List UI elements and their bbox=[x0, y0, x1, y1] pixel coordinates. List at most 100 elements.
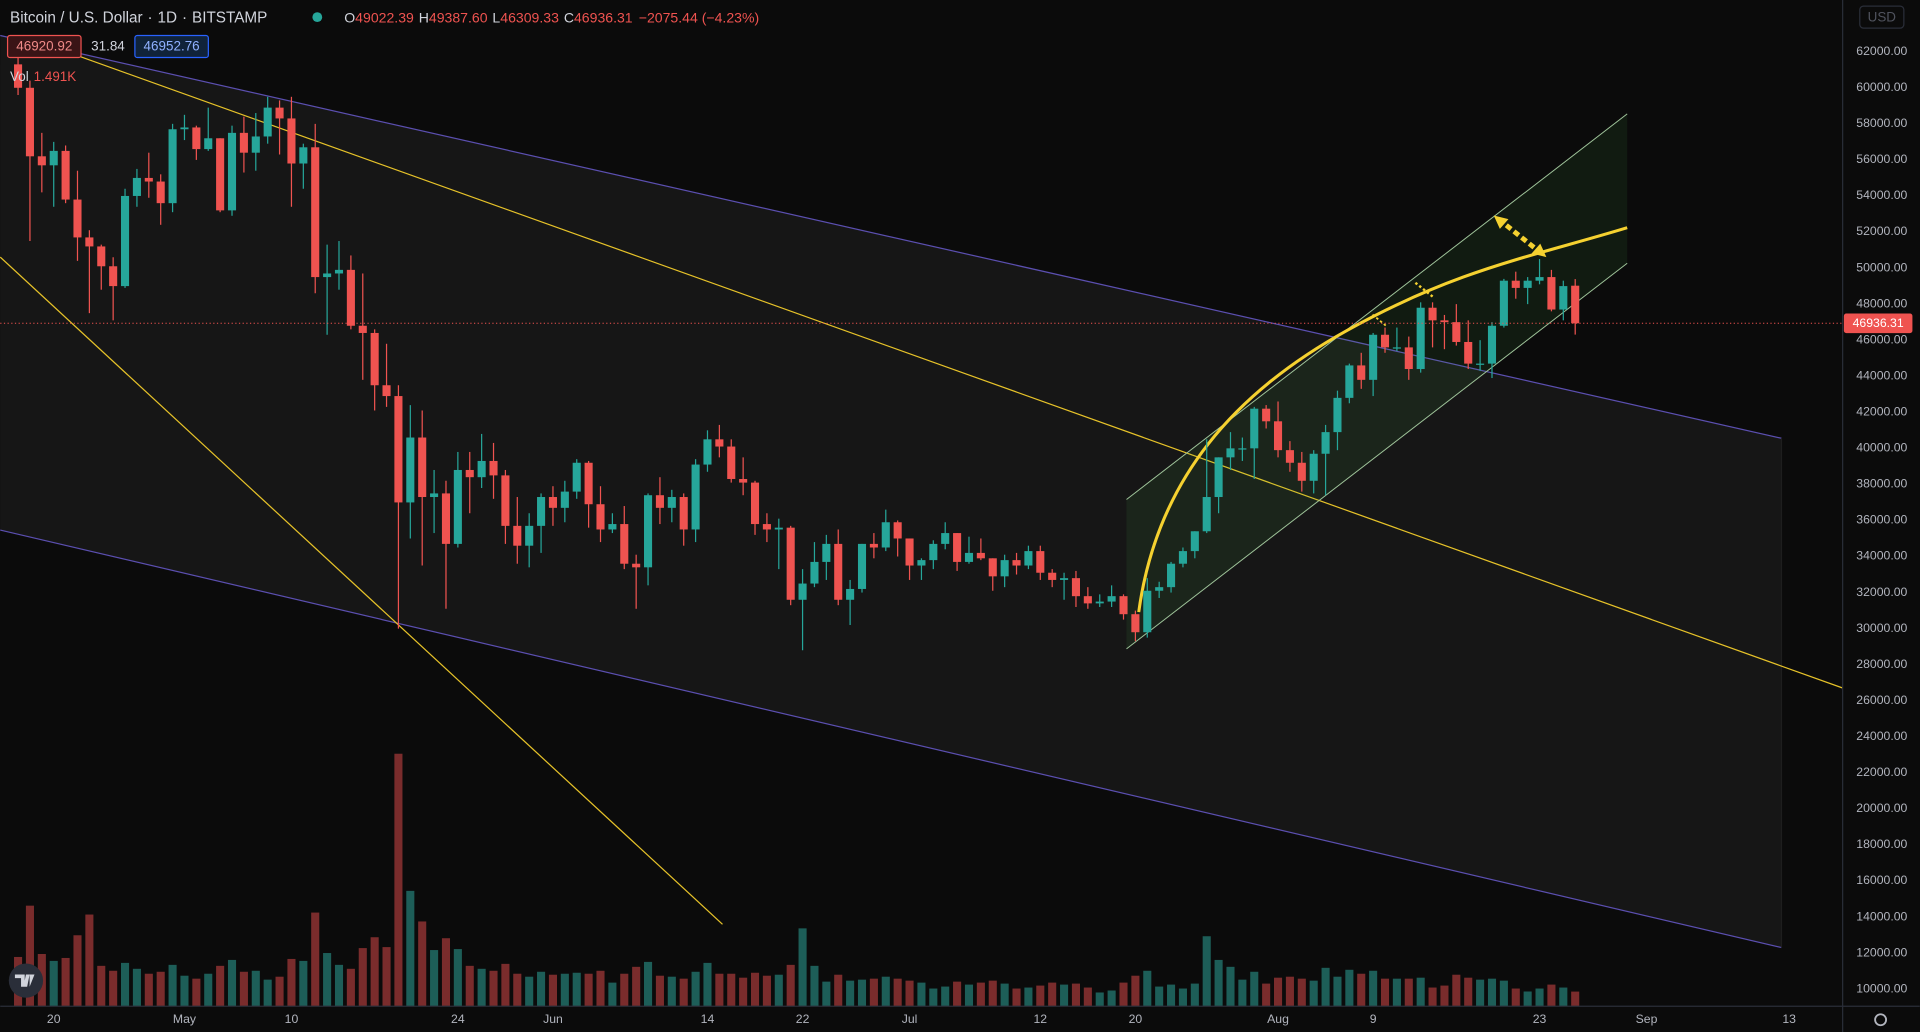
volume-bar bbox=[715, 973, 724, 1007]
candle-body bbox=[1273, 421, 1283, 451]
bid: 46920.92 bbox=[16, 39, 72, 54]
y-tick-label: 52000.00 bbox=[1856, 224, 1907, 238]
volume-bar bbox=[299, 960, 308, 1007]
volume-bar bbox=[750, 972, 760, 1007]
candle-body bbox=[762, 524, 771, 530]
candle-body bbox=[822, 543, 831, 562]
x-tick-label: 14 bbox=[701, 1012, 715, 1026]
candle-body bbox=[1071, 578, 1081, 597]
candle-body bbox=[774, 527, 783, 530]
y-tick-label: 28000.00 bbox=[1856, 657, 1907, 671]
settings-icon[interactable] bbox=[1874, 1013, 1888, 1027]
volume-bar bbox=[73, 935, 82, 1007]
volume-bar bbox=[97, 965, 106, 1007]
volume-bar bbox=[941, 986, 950, 1007]
y-tick-label: 26000.00 bbox=[1856, 693, 1907, 707]
y-tick-label: 18000.00 bbox=[1856, 837, 1907, 851]
y-tick-label: 10000.00 bbox=[1856, 981, 1907, 995]
y-tick-label: 16000.00 bbox=[1856, 873, 1907, 887]
candle-body bbox=[192, 127, 201, 150]
candle-body bbox=[1511, 280, 1520, 288]
vol-value: 1.491K bbox=[34, 69, 77, 84]
volume-bar bbox=[465, 965, 474, 1007]
rising-channel-fill bbox=[1126, 113, 1628, 649]
candle-body bbox=[584, 462, 593, 505]
change: −2075.44 (−4.23%) bbox=[639, 9, 759, 25]
volume-bar bbox=[1321, 967, 1330, 1007]
candle-body bbox=[620, 524, 629, 564]
candle-body bbox=[1369, 334, 1378, 380]
candle-body bbox=[275, 107, 284, 119]
candle-body bbox=[667, 497, 676, 508]
o-value: 49022.39 bbox=[355, 9, 414, 25]
candle-body bbox=[97, 246, 106, 267]
candle-body bbox=[727, 446, 736, 479]
x-tick-label: 13 bbox=[1782, 1012, 1796, 1026]
candle-body bbox=[382, 385, 391, 397]
candle-body bbox=[679, 497, 688, 530]
candle-body bbox=[418, 437, 427, 498]
y-tick-label: 58000.00 bbox=[1856, 116, 1907, 130]
h-label: H bbox=[419, 9, 429, 25]
candle-body bbox=[537, 497, 546, 526]
candle-body bbox=[905, 538, 914, 566]
candle-body bbox=[156, 181, 165, 204]
volume-bar bbox=[1345, 969, 1354, 1007]
volume-bar bbox=[620, 973, 629, 1007]
bid-box[interactable] bbox=[6, 34, 82, 59]
candle-body bbox=[85, 237, 94, 247]
volume-bar bbox=[762, 975, 771, 1007]
volume-bar bbox=[132, 968, 141, 1007]
volume-bar bbox=[120, 962, 130, 1007]
currency-button[interactable] bbox=[1859, 5, 1905, 29]
volume-bar bbox=[323, 953, 332, 1007]
candle-body bbox=[1000, 560, 1009, 577]
volume-bar bbox=[1155, 986, 1164, 1007]
candle-body bbox=[370, 332, 379, 386]
legend: Bitcoin / U.S. Dollar · 1D · BITSTAMP bbox=[10, 9, 267, 26]
y-tick-label: 24000.00 bbox=[1856, 729, 1907, 743]
candle-body bbox=[964, 552, 974, 562]
volume-bar bbox=[1107, 990, 1116, 1007]
candle-body bbox=[1131, 614, 1140, 633]
volume-bar bbox=[644, 961, 653, 1007]
candle-layer bbox=[0, 42, 1843, 651]
candle-body bbox=[632, 563, 641, 568]
candle-body bbox=[1178, 551, 1187, 564]
volume-bar bbox=[1178, 988, 1187, 1007]
volume-bar bbox=[774, 974, 783, 1007]
candle-body bbox=[1571, 285, 1580, 324]
candle-body bbox=[1559, 286, 1568, 310]
candle-body bbox=[180, 127, 189, 130]
candle-body bbox=[1036, 551, 1045, 573]
candle-body bbox=[37, 156, 46, 166]
candle-body bbox=[750, 482, 760, 525]
arrow-head bbox=[1531, 243, 1547, 258]
candle-body bbox=[798, 583, 807, 600]
volume-bar bbox=[786, 964, 795, 1007]
y-tick-label: 50000.00 bbox=[1856, 260, 1907, 274]
x-tick-label: 9 bbox=[1370, 1012, 1377, 1026]
ask-box[interactable] bbox=[134, 34, 209, 59]
candle-body bbox=[917, 560, 926, 566]
volume-bar bbox=[1000, 983, 1009, 1007]
candle-body bbox=[1333, 397, 1342, 433]
volume-bar bbox=[441, 938, 451, 1007]
volume-bar bbox=[572, 972, 581, 1007]
y-tick-label: 12000.00 bbox=[1856, 945, 1907, 959]
candle-body bbox=[14, 64, 23, 88]
volume-bar bbox=[204, 973, 213, 1007]
volume-bar bbox=[691, 971, 700, 1007]
o-label: O bbox=[344, 9, 355, 25]
volume-bar bbox=[1476, 979, 1485, 1007]
y-tick-label: 62000.00 bbox=[1856, 44, 1907, 58]
last-price-label: 46936.31 bbox=[1853, 316, 1904, 330]
market-status bbox=[312, 12, 323, 23]
volume-bar bbox=[834, 974, 843, 1007]
volume-bar bbox=[929, 988, 938, 1007]
volume-bar bbox=[560, 973, 569, 1007]
y-tick-label: 60000.00 bbox=[1856, 80, 1907, 94]
volume-bar bbox=[1083, 987, 1092, 1007]
volume-bar bbox=[263, 979, 272, 1007]
candle-body bbox=[394, 396, 403, 503]
